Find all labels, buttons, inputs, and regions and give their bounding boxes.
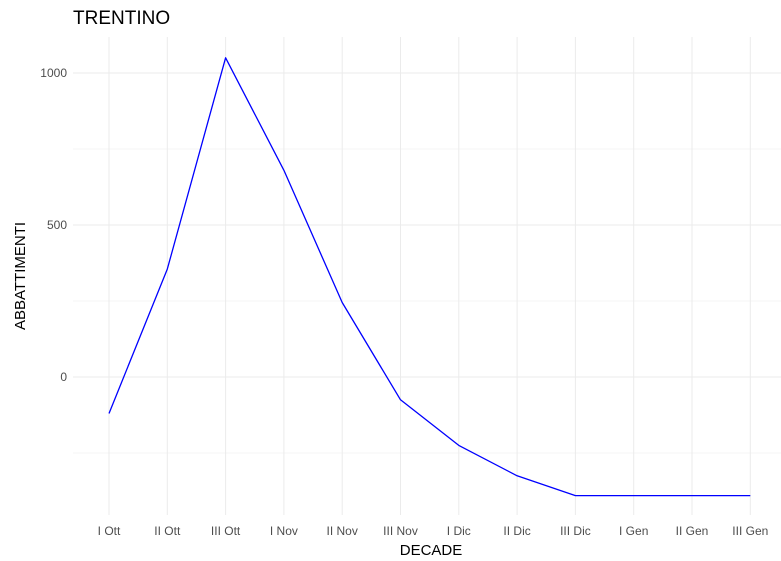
grid xyxy=(73,37,781,515)
x-tick-label: III Dic xyxy=(560,524,591,538)
x-tick-label: I Gen xyxy=(619,524,648,538)
x-tick-label: I Ott xyxy=(98,524,121,538)
x-tick-label: III Gen xyxy=(732,524,768,538)
x-tick-label: I Nov xyxy=(270,524,298,538)
y-axis-ticks: 0 500 1000 xyxy=(40,66,67,384)
y-tick-label: 0 xyxy=(60,370,67,384)
series-line xyxy=(108,57,751,497)
chart-title: TRENTINO xyxy=(73,8,170,29)
series-layer xyxy=(108,57,751,497)
x-tick-label: III Nov xyxy=(383,524,418,538)
x-tick-label: III Ott xyxy=(211,524,241,538)
y-tick-label: 1000 xyxy=(40,66,67,80)
x-axis-ticks: I Ott II Ott III Ott I Nov II Nov III Nov I Di… xyxy=(98,524,769,538)
x-tick-label: II Ott xyxy=(154,524,181,538)
x-tick-label: II Dic xyxy=(503,524,530,538)
x-tick-label: II Gen xyxy=(676,524,709,538)
x-tick-label: II Nov xyxy=(327,524,358,538)
x-tick-label: I Dic xyxy=(447,524,471,538)
x-axis-title: DECADE xyxy=(400,542,463,559)
y-tick-label: 500 xyxy=(47,218,67,232)
y-axis-title: ABBATTIMENTI xyxy=(12,222,29,330)
